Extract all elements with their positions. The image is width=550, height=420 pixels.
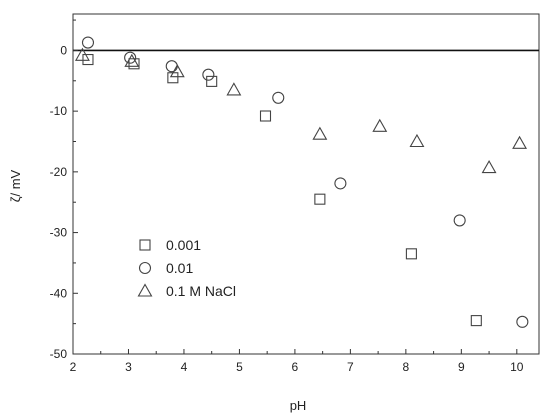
square-data-point (206, 75, 218, 87)
circle-data-point (81, 36, 95, 49)
x-tick-label: 10 (510, 360, 524, 374)
legend: 0.001 0.01 0.1 M NaCl (137, 237, 236, 299)
legend-triangle-marker (137, 283, 153, 297)
triangle-data-point (124, 53, 140, 67)
x-tick-label: 3 (125, 360, 132, 374)
data-points (74, 36, 529, 328)
x-axis-title: pH (290, 398, 307, 413)
x-tick-label: 2 (70, 360, 77, 374)
y-axis-title: ζ/ mV (8, 169, 23, 202)
circle-data-point (516, 315, 529, 328)
circle-data-point (453, 214, 466, 227)
legend-square-marker (139, 239, 151, 251)
circle-data-point (202, 68, 215, 81)
triangle-data-point (74, 47, 90, 61)
circle-data-point (124, 51, 137, 64)
square-data-point (470, 315, 482, 327)
square-data-point (128, 58, 140, 70)
plot-frame (72, 13, 540, 355)
x-tick-label: 5 (236, 360, 243, 374)
triangle-data-point (226, 82, 242, 96)
circle-data-point (165, 60, 178, 73)
y-tick-label: -10 (50, 104, 68, 118)
circle-data-point (334, 177, 347, 190)
triangle-data-point (372, 118, 388, 132)
x-tick-label: 4 (181, 360, 188, 374)
triangle-data-point (512, 135, 528, 149)
x-tick-label: 8 (403, 360, 410, 374)
square-data-point (82, 53, 94, 66)
square-data-point (259, 110, 272, 122)
square-data-point (167, 72, 179, 84)
ticks: 2 3 4 5 6 7 8 9 10 0 -10 -20 -30 -40 -50 (50, 19, 524, 374)
x-tick-label: 9 (458, 360, 465, 374)
triangle-data-point (169, 64, 185, 78)
square-data-point (314, 193, 326, 205)
triangle-data-point (409, 133, 425, 148)
square-data-point (405, 248, 417, 260)
x-tick-label: 6 (292, 360, 299, 374)
circle-data-point (272, 91, 285, 104)
y-tick-label: -40 (50, 286, 68, 300)
y-tick-label: -20 (50, 165, 68, 179)
y-tick-label: -50 (50, 347, 68, 361)
axes (72, 13, 540, 355)
legend-label: 0.1 M NaCl (166, 283, 236, 299)
triangle-data-point (481, 159, 497, 174)
legend-label: 0.01 (166, 260, 193, 276)
legend-circle-marker (138, 261, 152, 275)
triangle-data-point (312, 126, 328, 140)
legend-label: 0.001 (166, 237, 201, 253)
y-tick-label: 0 (60, 43, 67, 57)
x-tick-label: 7 (347, 360, 354, 374)
y-tick-label: -30 (50, 226, 68, 240)
